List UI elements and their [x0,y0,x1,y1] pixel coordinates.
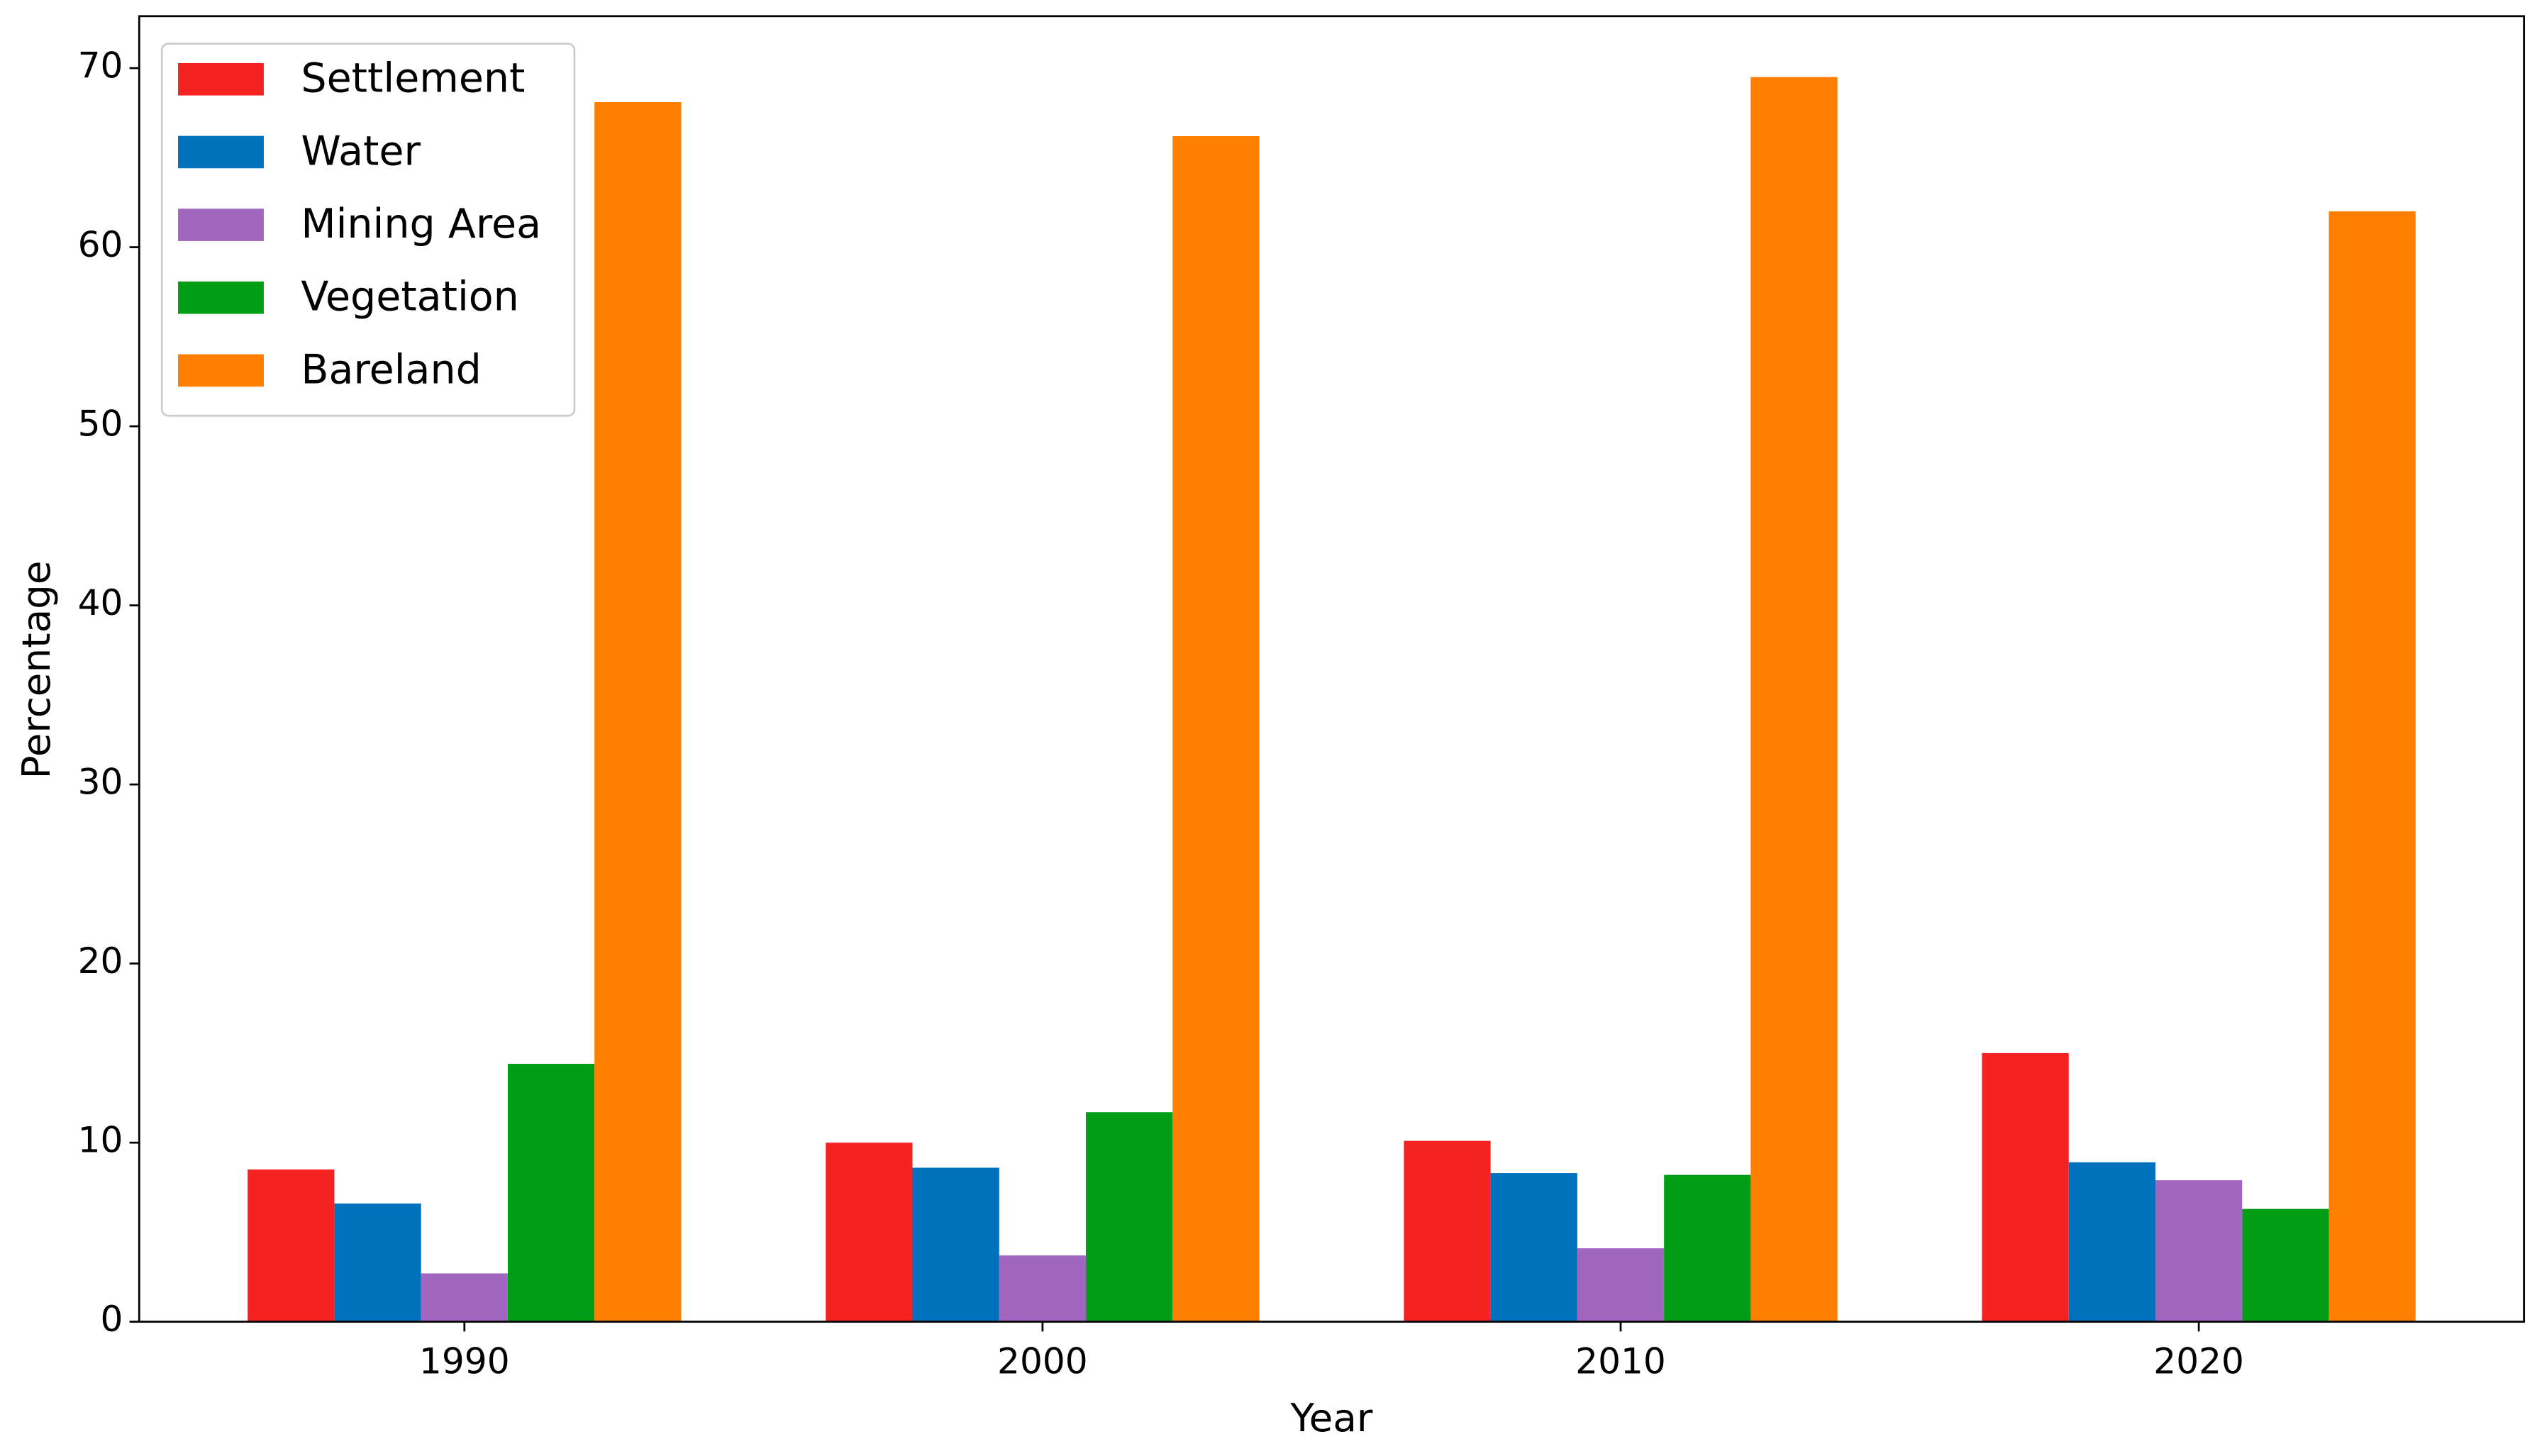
legend-label: Bareland [301,346,481,393]
legend-swatch [178,209,264,241]
legend-label: Vegetation [301,274,518,321]
bar [2155,1180,2243,1322]
y-tick-label: 0 [101,1298,123,1340]
x-tick-label: 1990 [419,1340,510,1382]
y-tick-label: 10 [78,1119,123,1161]
bar [1577,1248,1665,1322]
legend-label: Water [301,128,421,174]
x-axis-label: Year [1290,1395,1373,1440]
y-tick-label: 40 [78,582,123,623]
bar [507,1064,595,1322]
y-tick-label: 50 [78,403,123,445]
legend-swatch [178,135,264,169]
legend-swatch [178,62,264,96]
bar [421,1273,508,1322]
bar [248,1169,335,1322]
bar [1404,1140,1491,1322]
bar [999,1255,1087,1322]
bar [826,1143,913,1322]
bar [2068,1162,2156,1322]
bar [1172,135,1260,1322]
plot-frame [138,15,2526,1323]
y-tick-label: 60 [78,223,123,265]
x-tick-label: 2010 [1575,1340,1666,1382]
legend-label: Settlement [301,55,525,102]
bar [2242,1208,2329,1322]
x-tick-label: 2000 [997,1340,1088,1382]
legend-frame [160,43,576,417]
y-tick-label: 30 [78,761,123,803]
legend-label: Mining Area [301,201,541,248]
bar [2328,211,2416,1322]
bar [1490,1173,1577,1322]
x-tick-label: 2020 [2153,1340,2244,1382]
bar [1086,1112,1173,1322]
bar [594,102,682,1322]
legend-swatch [178,354,264,387]
y-tick-label: 20 [78,940,123,982]
legend: Settlement Water Mining Area Vegetation Bare… [160,43,576,417]
y-tick-label: 70 [78,45,123,87]
bar [1982,1052,2069,1322]
bar [1750,77,1838,1322]
bar [912,1167,999,1322]
legend-swatch [178,281,264,314]
bar [334,1204,421,1322]
bar [1664,1174,1751,1322]
y-axis-label: Percentage [13,560,59,779]
